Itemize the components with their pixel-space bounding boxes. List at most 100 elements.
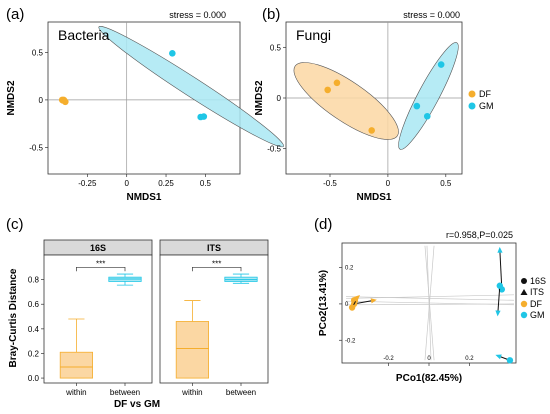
panel-a-x-tick-label-0: -0.25 [78,179,97,188]
panel-a-stress: stress = 0.000 [169,10,226,20]
panel-b-x-tick-label-2: 0.5 [440,179,452,188]
panel-a-point-gm-2 [200,113,208,120]
panel-c-y-tick-label-3: 0.6 [28,300,40,309]
panel-d-x-tick-label-1: 0 [427,356,431,362]
legend-df-marker [468,90,476,98]
panel-c-y-tick-label-2: 0.4 [28,325,40,334]
panel-d-legend: 16S ITS DF GM [520,276,546,320]
panel-a-y-label: NMDS2 [6,80,17,115]
panel-c-facet-0-significance-label: *** [96,259,105,268]
legend-df-label: DF [479,89,491,99]
panel-b-point-gm-0 [413,102,421,110]
legend-its-label: ITS [530,287,544,297]
panel-b-point-gm-1 [423,112,431,120]
panel-b-plot: -0.5 0 0.5 -0.5 0 0.5 [267,22,462,188]
panel-d-x-tick-label-0: -0.2 [383,356,394,362]
panel-b-tag: Fungi [296,27,331,43]
panel-b-x-tick-label-1: 0 [386,179,391,188]
panel-d-pair-its-marker-3 [497,246,503,253]
panel-a-tag: Bacteria [58,27,110,43]
panel-a-x-tick-label-1: 0 [124,179,129,188]
panel-c-facet-0-box-within-iqr [59,351,94,379]
panel-d-pair-16s-marker-5 [506,357,514,364]
panel-b-x-label: NMDS1 [356,192,391,203]
panel-d-pair-line-0 [354,299,375,305]
panel-a-point-df-4 [62,98,69,106]
panel-c-facet-1-significance-label: *** [212,259,221,268]
panel-b-y-tick-label-0: -0.5 [267,145,281,154]
panel-d-x-tick-label-2: 0.2 [465,356,474,362]
panel-a-y-tick-label-1: 0 [39,96,44,105]
panel-d-pair-its-marker-4 [495,310,501,317]
panel-d-pair-its-marker-5 [495,354,502,360]
panel-c-y-tick-label-1: 0.2 [28,349,40,358]
panel-d-y-tick-label-2: 0.2 [345,266,354,272]
panel-b-point-df-1 [333,79,341,87]
panel-c-facet-1-significance-bracket [192,266,242,272]
panel-d-pair-16s-marker-4 [496,282,504,289]
panel-c: (c) Bray-Curtis Distance DF vs GM 16S ***… [6,216,269,410]
legend-16s-marker [521,278,527,284]
panel-a-x-label: NMDS1 [126,192,161,203]
panel-a-plot: -0.25 0 0.25 0.5 -0.5 0 0.5 [29,22,284,188]
panel-d-label: (d) [314,216,332,233]
panel-b: (b) stress = 0.000 -0.5 0 0.5 -0.5 0 0.5 Fung… [254,6,494,203]
panel-d-ref-line-5 [424,245,435,361]
panel-d-x-label: PCo1(82.45%) [396,373,462,384]
panel-a-x-tick-label-3: 0.5 [200,179,212,188]
panel-b-point-gm-2 [437,61,445,68]
panel-d-y-tick-label-1: 0 [345,302,349,308]
panel-a-y-tick-label-0: -0.5 [29,143,43,152]
panel-a-x-tick-label-2: 0.25 [158,179,174,188]
panel-c-label: (c) [6,216,24,233]
panel-d: (d) r=0.958,P=0.025 -0.2 0 0.2 -0.2 0 0.2 PCo… [314,216,546,384]
panel-c-y-tick-label-4: 0.8 [28,276,40,285]
legend-gm-label: GM [479,101,494,111]
panel-d-annotation: r=0.958,P=0.025 [446,230,513,240]
panel-c-x-label: DF vs GM [114,399,160,410]
legend-df-marker-d [520,300,528,308]
legend-16s-label: 16S [530,276,546,286]
panel-b-legend: DF GM [468,89,494,111]
panel-c-facet-0-x-tick-label-0: within [65,388,86,397]
panel-b-ellipse-gm [398,42,459,150]
panel-c-facet-0-strip-title: 16S [90,243,106,253]
panel-d-pair-16s-marker-2 [348,304,356,311]
panel-c-facet-1-x-tick-label-0: within [181,388,202,397]
legend-its-marker [520,289,528,295]
legend-gm-label-d: GM [530,310,545,320]
legend-gm-marker-d [520,311,528,319]
panel-c-facet-1-box-within-iqr [175,321,209,379]
legend-df-label-d: DF [530,299,542,309]
panel-c-facet-0-significance-bracket [76,266,126,272]
panel-a-ellipse-gm [98,26,284,148]
panel-c-facet-0-x-tick-label-1: between [110,388,140,397]
panel-d-plot: -0.2 0 0.2 -0.2 0 0.2 [339,245,514,366]
panel-c-facet-1-x-tick-label-1: between [226,388,256,397]
panel-c-y-label: Bray-Curtis Distance [8,268,19,367]
panel-a-label: (a) [6,6,24,23]
panel-b-label: (b) [262,6,280,23]
panel-d-pair-its-marker-0 [370,298,377,304]
panel-b-x-tick-label-0: -0.5 [323,179,337,188]
panel-c-y-tick-label-0: 0.0 [28,374,40,383]
panel-b-y-tick-label-2: 0.5 [270,43,282,52]
panel-d-y-tick-label-0: -0.2 [345,338,356,344]
panel-b-stress: stress = 0.000 [403,10,460,20]
panel-b-point-df-2 [368,127,375,134]
panel-d-pair-line-3 [499,249,503,290]
panel-d-ref-line-3 [346,300,514,306]
panel-a-point-gm-0 [169,50,176,57]
panel-d-pair-its-marker-2 [353,296,359,303]
panel-d-y-label: PCo2(13.41%) [318,270,329,336]
panel-c-facet-1-strip-title: ITS [207,243,221,253]
panel-b-y-tick-label-1: 0 [277,94,282,103]
panel-b-y-label: NMDS2 [254,80,265,115]
panel-d-pair-line-4 [497,285,501,314]
panel-b-point-df-0 [324,86,331,94]
panel-a: (a) stress = 0.000 -0.25 0 0.25 0.5 -0.5 0 0.5… [6,6,284,203]
legend-gm-marker [468,102,476,110]
panel-a-y-tick-label-2: 0.5 [32,48,44,57]
panel-b-ellipse-df [293,62,399,140]
